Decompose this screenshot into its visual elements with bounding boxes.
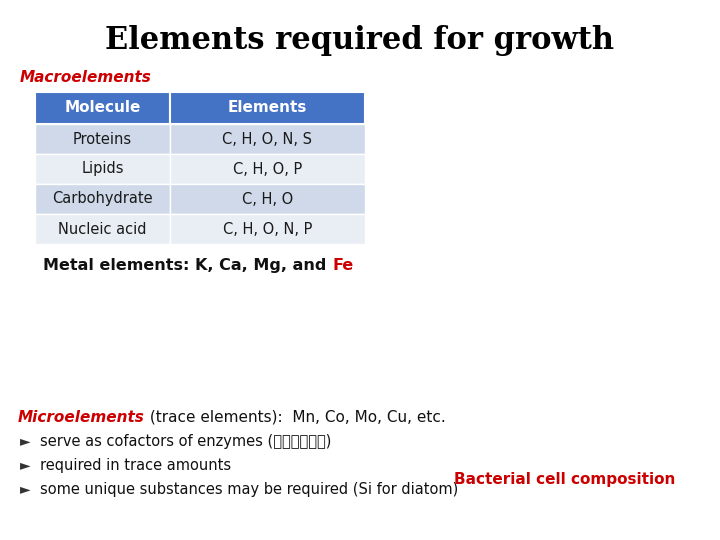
Text: Nucleic acid: Nucleic acid [58,221,147,237]
Text: some unique substances may be required (Si for diatom): some unique substances may be required (… [40,482,458,497]
FancyBboxPatch shape [35,92,170,124]
Text: (trace elements):  Mn, Co, Mo, Cu, etc.: (trace elements): Mn, Co, Mo, Cu, etc. [145,410,446,425]
Text: Molecule: Molecule [64,100,140,116]
Text: Bacterial cell composition: Bacterial cell composition [454,472,675,487]
FancyBboxPatch shape [170,154,365,184]
Text: Elements: Elements [228,100,307,116]
Text: C, H, O: C, H, O [242,192,293,206]
Text: Microelements: Microelements [18,410,145,425]
Text: ►: ► [20,458,31,472]
Text: ►: ► [20,434,31,448]
Text: Lipids: Lipids [81,161,124,177]
FancyBboxPatch shape [35,184,170,214]
FancyBboxPatch shape [170,92,365,124]
Text: ►: ► [20,482,31,496]
FancyBboxPatch shape [170,184,365,214]
Text: Proteins: Proteins [73,132,132,146]
Text: Elements required for growth: Elements required for growth [105,25,615,56]
Text: serve as cofactors of enzymes (酶的辅助因子): serve as cofactors of enzymes (酶的辅助因子) [40,434,331,449]
Text: required in trace amounts: required in trace amounts [40,458,231,473]
FancyBboxPatch shape [170,214,365,244]
Text: Carbohydrate: Carbohydrate [52,192,153,206]
FancyBboxPatch shape [170,124,365,154]
FancyBboxPatch shape [35,124,170,154]
Text: C, H, O, N, S: C, H, O, N, S [222,132,312,146]
Text: C, H, O, N, P: C, H, O, N, P [222,221,312,237]
FancyBboxPatch shape [35,214,170,244]
FancyBboxPatch shape [35,154,170,184]
Text: Metal elements: K, Ca, Mg, and: Metal elements: K, Ca, Mg, and [43,258,332,273]
Text: C, H, O, P: C, H, O, P [233,161,302,177]
Text: Macroelements: Macroelements [20,70,152,85]
Text: Fe: Fe [332,258,354,273]
